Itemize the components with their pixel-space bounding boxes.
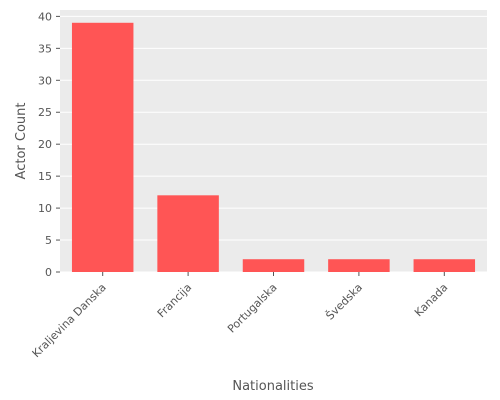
y-tick-label: 5 (45, 234, 52, 247)
bars (71, 22, 476, 272)
y-tick-label: 20 (38, 138, 52, 151)
y-tick-label: 0 (45, 266, 52, 279)
x-tick-label: Portugalska (225, 281, 280, 336)
x-axis-title: Nationalities (232, 379, 313, 394)
x-tick-label: Kanada (412, 281, 450, 319)
x-tick-label: Kraljevina Danska (30, 281, 109, 360)
y-tick-label: 25 (38, 106, 52, 119)
bar (413, 259, 476, 272)
bar (328, 259, 390, 272)
bar (71, 22, 134, 272)
x-axis-ticks: Kraljevina Danska Francija Portugalska Šved… (30, 272, 450, 360)
x-tick-label: Francija (155, 281, 194, 320)
y-tick-label: 40 (38, 10, 52, 23)
y-tick-label: 10 (38, 202, 52, 215)
y-axis-ticks: 0 5 10 15 20 25 30 35 40 (38, 10, 60, 279)
y-tick-label: 15 (38, 170, 52, 183)
bar (157, 195, 219, 272)
y-tick-label: 35 (38, 42, 52, 55)
x-tick-label: Švedska (323, 281, 365, 323)
y-tick-label: 30 (38, 74, 52, 87)
y-axis-title: Actor Count (14, 103, 29, 180)
bar (242, 259, 305, 272)
